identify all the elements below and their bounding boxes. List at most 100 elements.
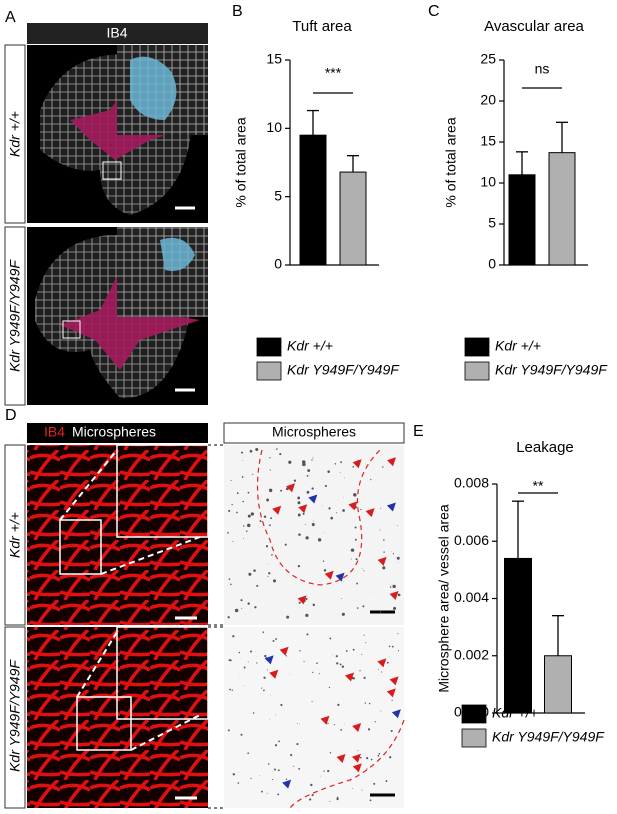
speckle bbox=[356, 583, 358, 585]
y-tick-label: 10 bbox=[266, 119, 282, 135]
speckle bbox=[237, 492, 239, 494]
speckle bbox=[290, 674, 291, 675]
speckle bbox=[370, 479, 371, 480]
speckle bbox=[248, 492, 250, 494]
speckle bbox=[329, 801, 330, 802]
speckle bbox=[330, 517, 333, 520]
y-tick-label: 5 bbox=[488, 215, 496, 231]
speckle bbox=[313, 604, 315, 606]
speckle bbox=[273, 579, 276, 582]
speckle bbox=[316, 662, 318, 664]
speckle bbox=[269, 457, 270, 458]
speckle bbox=[229, 659, 231, 661]
speckle bbox=[309, 798, 311, 800]
speckle bbox=[252, 474, 253, 475]
bar bbox=[549, 153, 575, 265]
speckle bbox=[254, 606, 256, 608]
speckle bbox=[298, 514, 301, 517]
speckle bbox=[378, 669, 379, 670]
speckle bbox=[294, 479, 296, 481]
speckle bbox=[340, 472, 341, 473]
row-label: Kdr +/+ bbox=[7, 111, 23, 157]
speckle bbox=[334, 724, 335, 725]
speckle bbox=[267, 669, 268, 670]
speckle bbox=[235, 609, 238, 612]
speckle bbox=[352, 466, 354, 468]
speckle bbox=[353, 493, 356, 496]
speckle bbox=[391, 551, 392, 552]
bar bbox=[300, 135, 326, 265]
speckle bbox=[231, 480, 232, 481]
micrograph bbox=[27, 227, 208, 405]
speckle bbox=[312, 672, 313, 673]
speckle bbox=[380, 611, 381, 612]
row-label: Kdr Y949F/Y949F bbox=[7, 659, 23, 772]
bar bbox=[509, 175, 535, 265]
speckle bbox=[269, 719, 270, 720]
speckle bbox=[228, 510, 230, 512]
speckle bbox=[382, 466, 383, 467]
speckle bbox=[320, 776, 321, 777]
speckle bbox=[303, 661, 304, 662]
speckle bbox=[369, 703, 370, 704]
speckle bbox=[365, 702, 366, 703]
speckle bbox=[232, 689, 233, 690]
y-tick-label: 20 bbox=[480, 92, 496, 108]
speckle bbox=[359, 670, 360, 671]
speckle bbox=[242, 501, 244, 503]
speckle bbox=[337, 797, 339, 799]
speckle bbox=[277, 794, 279, 796]
speckle bbox=[259, 775, 260, 776]
speckle bbox=[312, 457, 313, 458]
legend-swatch bbox=[257, 362, 281, 380]
speckle bbox=[312, 524, 314, 526]
chart-title: Leakage bbox=[516, 439, 574, 456]
speckle bbox=[344, 478, 345, 479]
panel-label: B bbox=[232, 3, 243, 20]
speckle bbox=[293, 766, 294, 767]
speckle bbox=[311, 459, 312, 460]
speckle bbox=[296, 743, 298, 745]
speckle bbox=[286, 655, 287, 656]
speckle bbox=[297, 723, 298, 724]
y-tick-label: 0 bbox=[274, 256, 282, 272]
speckle bbox=[332, 654, 333, 655]
y-tick-label: 5 bbox=[274, 187, 282, 203]
speckle bbox=[323, 770, 324, 771]
speckle bbox=[286, 779, 287, 780]
speckle bbox=[380, 530, 381, 531]
speckle bbox=[360, 757, 362, 759]
speckle bbox=[299, 724, 300, 725]
speckle bbox=[278, 769, 280, 771]
speckle bbox=[312, 701, 313, 702]
speckle bbox=[306, 633, 308, 635]
micrograph bbox=[224, 627, 404, 808]
speckle bbox=[366, 768, 367, 769]
legend-swatch bbox=[465, 362, 489, 380]
speckle bbox=[239, 652, 241, 654]
speckle bbox=[381, 671, 382, 672]
speckle bbox=[233, 773, 235, 775]
speckle bbox=[390, 586, 391, 587]
speckle bbox=[382, 566, 385, 569]
header: Microspheres bbox=[72, 424, 156, 440]
speckle bbox=[266, 545, 268, 547]
speckle bbox=[253, 712, 255, 714]
speckle bbox=[370, 799, 372, 801]
speckle bbox=[247, 752, 249, 754]
speckle bbox=[323, 560, 324, 561]
speckle bbox=[229, 578, 231, 580]
speckle bbox=[297, 501, 300, 504]
speckle bbox=[328, 507, 330, 509]
speckle bbox=[248, 515, 251, 518]
speckle bbox=[288, 461, 291, 464]
y-tick-label: 10 bbox=[480, 174, 496, 190]
speckle bbox=[297, 497, 300, 500]
speckle bbox=[378, 755, 380, 757]
speckle bbox=[383, 755, 384, 756]
speckle bbox=[340, 729, 342, 731]
speckle bbox=[351, 548, 354, 551]
speckle bbox=[397, 633, 398, 634]
speckle bbox=[263, 631, 265, 633]
